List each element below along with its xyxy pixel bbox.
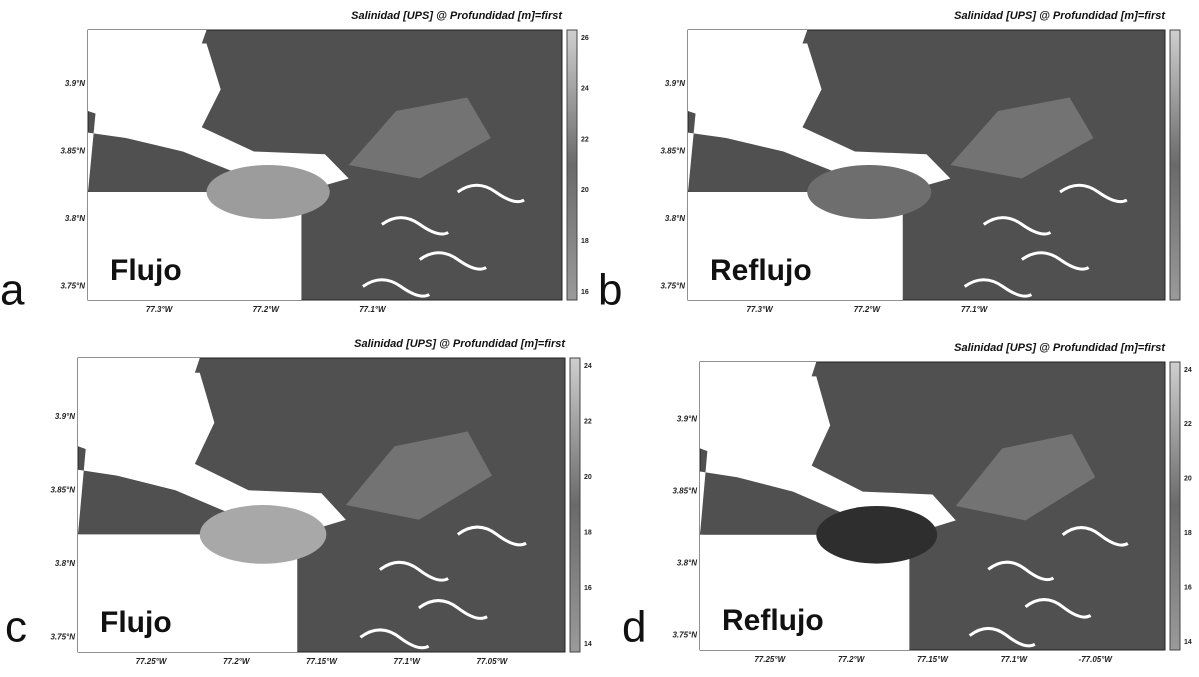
panel-title: Salinidad [UPS] @ Profundidad [m]=first [954,10,1166,22]
river-plume [816,506,937,564]
lon-tick-label: 77.25°W [754,655,786,664]
lon-tick-label: 77.1°W [359,305,387,314]
colorbar-tick-label: 20 [581,187,589,194]
lat-tick-label: 3.75°N [660,282,685,291]
colorbar [567,30,577,300]
lat-tick-label: 3.85°N [672,487,697,496]
lat-tick-label: 3.8°N [55,559,75,568]
lon-tick-label: -77.05°W [1079,655,1114,664]
lon-tick-label: 77.2°W [223,657,251,666]
panel-letter: a [0,266,25,315]
colorbar-tick-label: 18 [1184,530,1192,537]
lat-tick-label: 3.75°N [50,632,75,641]
lon-tick-label: 77.1°W [394,657,422,666]
figure: 26 24 22 20 18 16 Salinidad [UPS] @ Profundida… [0,0,1199,672]
map-panel: 24 22 20 18 16 14 Salinidad [UPS] @ Profundida… [5,338,592,666]
lat-tick-label: 3.85°N [50,485,75,494]
tide-label: Flujo [100,606,172,639]
colorbar-tick-label: 24 [1184,367,1192,374]
lat-tick-label: 3.9°N [55,412,75,421]
colorbar-tick-label: 22 [1184,421,1192,428]
colorbar-tick-label: 20 [584,474,592,481]
lon-tick-label: 77.15°W [306,657,338,666]
lat-tick-label: 3.8°N [677,559,697,568]
river-plume [807,165,931,219]
lat-tick-label: 3.75°N [60,282,85,291]
map-panel: Salinidad [UPS] @ Profundidad [m]=first 3… [598,10,1180,315]
panel-title: Salinidad [UPS] @ Profundidad [m]=first [351,10,563,22]
colorbar-tick-label: 16 [584,585,592,592]
colorbar-tick-label: 22 [581,136,589,143]
lat-tick-label: 3.8°N [65,214,85,223]
colorbar [570,358,580,652]
map-panel: 24 22 20 18 16 14 Salinidad [UPS] @ Profundida… [622,342,1192,664]
lat-tick-label: 3.9°N [665,79,685,88]
lon-tick-label: 77.3°W [746,305,774,314]
colorbar [1170,362,1180,650]
colorbar-tick-label: 26 [581,35,589,42]
lon-tick-label: 77.2°W [253,305,281,314]
colorbar-tick-label: 24 [584,363,592,370]
lat-tick-label: 3.9°N [677,415,697,424]
lat-tick-label: 3.9°N [65,79,85,88]
panel-letter: d [622,603,646,652]
lon-tick-label: 77.05°W [477,657,509,666]
tide-label: Reflujo [710,254,812,287]
lat-tick-label: 3.85°N [60,147,85,156]
colorbar-tick-label: 14 [1184,639,1192,646]
colorbar-tick-label: 22 [584,418,592,425]
lat-tick-label: 3.75°N [672,631,697,640]
lat-tick-label: 3.8°N [665,214,685,223]
colorbar-tick-label: 14 [584,641,592,648]
lon-tick-label: 77.25°W [136,657,168,666]
colorbar-tick-label: 18 [584,530,592,537]
panel-letter: c [5,603,27,652]
lon-tick-label: 77.2°W [838,655,866,664]
lat-tick-label: 3.85°N [660,147,685,156]
lon-tick-label: 77.1°W [1001,655,1029,664]
colorbar-tick-label: 16 [581,289,589,296]
river-plume [200,505,327,564]
colorbar-tick-label: 16 [1184,584,1192,591]
colorbar-tick-label: 20 [1184,476,1192,483]
colorbar [1170,30,1180,300]
river-plume [207,165,330,219]
panel-title: Salinidad [UPS] @ Profundidad [m]=first [954,342,1166,354]
colorbar-tick-label: 18 [581,238,589,245]
tide-label: Flujo [110,254,182,287]
lon-tick-label: 77.3°W [146,305,174,314]
lon-tick-label: 77.1°W [961,305,989,314]
tide-label: Reflujo [722,604,824,637]
panel-title: Salinidad [UPS] @ Profundidad [m]=first [354,338,566,350]
colorbar-tick-label: 24 [581,86,589,93]
lon-tick-label: 77.15°W [917,655,949,664]
map-panel: 26 24 22 20 18 16 Salinidad [UPS] @ Profundida… [0,10,589,315]
lon-tick-label: 77.2°W [854,305,882,314]
panel-letter: b [598,266,622,315]
